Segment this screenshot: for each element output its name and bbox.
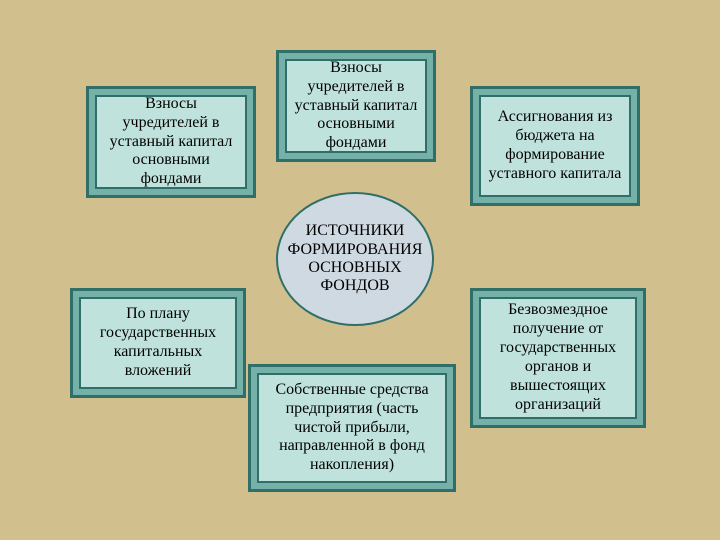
node-right-label: Безвозмездное получение от государственн… (487, 301, 629, 414)
center-node: ИСТОЧНИКИ ФОРМИРОВАНИЯ ОСНОВНЫХ ФОНДОВ (276, 192, 434, 326)
node-right: Безвозмездное получение от государственн… (470, 288, 646, 428)
node-top-label: Взносы учредителей в уставный капитал ос… (293, 59, 419, 153)
node-left-label: По плану государственных капитальных вло… (87, 305, 229, 381)
node-top-right: Ассигнования из бюджета на формирование … (470, 86, 640, 206)
node-bottom-label: Собственные средства предприятия (часть … (265, 381, 439, 475)
node-top: Взносы учредителей в уставный капитал ос… (276, 50, 436, 162)
node-top-left-label: Взносы учредителей в уставный капитал ос… (103, 95, 239, 189)
node-bottom: Собственные средства предприятия (часть … (248, 364, 456, 492)
center-label: ИСТОЧНИКИ ФОРМИРОВАНИЯ ОСНОВНЫХ ФОНДОВ (288, 222, 423, 296)
node-left: По плану государственных капитальных вло… (70, 288, 246, 398)
diagram-canvas: ИСТОЧНИКИ ФОРМИРОВАНИЯ ОСНОВНЫХ ФОНДОВ В… (0, 0, 720, 540)
node-top-left: Взносы учредителей в уставный капитал ос… (86, 86, 256, 198)
node-top-right-label: Ассигнования из бюджета на формирование … (487, 108, 623, 184)
